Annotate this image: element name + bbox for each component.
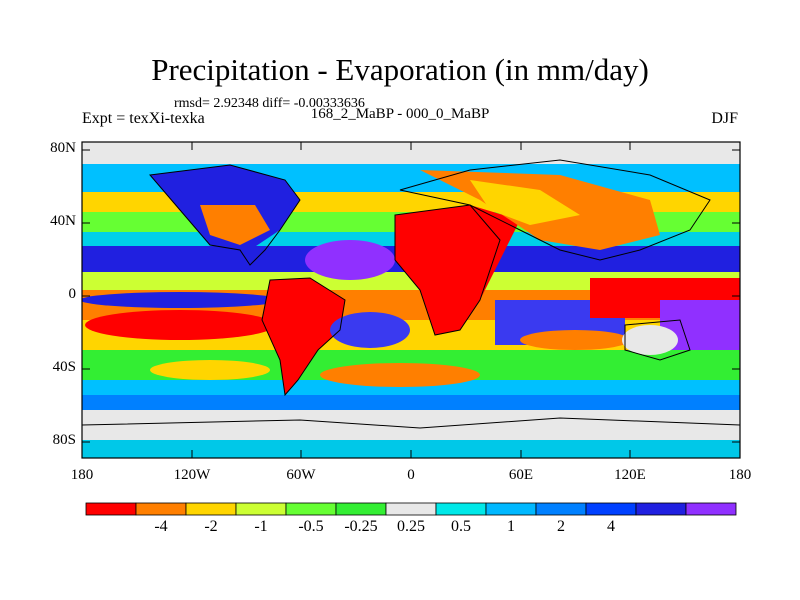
colorbar-swatch: [285, 502, 337, 516]
colorbar-label: -2: [204, 518, 218, 535]
itcz-band: [82, 272, 740, 290]
colorbar-swatch: [685, 502, 737, 516]
colorbar-swatch: [235, 502, 287, 516]
south-america-field: [262, 278, 345, 395]
period-label: 168_2_MaBP - 000_0_MaBP: [310, 106, 490, 122]
x-tick-label-180e: 180: [728, 467, 752, 483]
eurasia-mid: [470, 180, 580, 225]
colorbar-swatch: [635, 502, 687, 516]
colorbar-label: 0.5: [451, 518, 471, 535]
plot-title: Precipitation - Evaporation (in mm/day): [151, 52, 649, 87]
colorbar-swatch: [535, 502, 587, 516]
colorbar-swatch: [585, 502, 637, 516]
africa-field: [395, 205, 520, 335]
x-tick-label-180w: 180: [70, 467, 94, 483]
y-tick-label-80s: 80S: [52, 432, 76, 448]
atlantic-wet: [305, 240, 395, 280]
pacific-dry-belt: [85, 310, 275, 340]
arctic-region: [82, 142, 740, 164]
colorbar-swatch: [435, 502, 487, 516]
y-ticks: [82, 149, 740, 443]
y-tick-label-40s: 40S: [52, 359, 76, 375]
south-atlantic: [330, 312, 410, 348]
colorbar-label: -0.25: [344, 518, 378, 535]
season-label: DJF: [711, 110, 738, 127]
colorbar-label: -4: [154, 518, 168, 535]
south-pacific-mid: [150, 360, 270, 380]
colorbar-swatch: [85, 502, 137, 516]
x-tick-label-0: 0: [407, 467, 415, 483]
y-tick-label-0: 0: [68, 286, 77, 302]
coastlines: [82, 159, 740, 429]
colorbar-swatch: [335, 502, 387, 516]
colorbar-label: -1: [254, 518, 268, 535]
australia-field: [622, 325, 678, 355]
colorbar-swatch: [385, 502, 437, 516]
colorbar-label: 4: [607, 518, 615, 535]
colorbar: [85, 502, 737, 516]
colorbar-label: 1: [507, 518, 515, 535]
south-atlantic-dry: [320, 363, 480, 387]
x-tick-label-60w: 60W: [286, 467, 316, 483]
pacific-wet-belt: [82, 292, 280, 308]
x-ticks: [191, 142, 631, 458]
colorbar-swatch: [185, 502, 237, 516]
south-band-2: [82, 380, 740, 395]
colorbar-label: 2: [557, 518, 565, 535]
y-tick-label-80n: 80N: [50, 140, 76, 156]
colorbar-swatch: [135, 502, 187, 516]
colorbar-label: 0.25: [397, 518, 425, 535]
x-tick-label-120e: 120E: [614, 467, 646, 483]
indian-dry: [520, 330, 630, 350]
experiment-label: Expt = texXi-texka: [82, 110, 205, 127]
stats-label: rmsd= 2.92348 diff= -0.00333636: [174, 96, 365, 111]
colorbar-swatch: [485, 502, 537, 516]
antarctic-coast: [82, 440, 740, 458]
north-america-dry: [200, 205, 270, 245]
map-field: [82, 142, 740, 458]
x-tick-label-120w: 120W: [173, 467, 211, 483]
colorbar-label: -0.5: [298, 518, 324, 535]
south-band-3: [82, 395, 740, 410]
y-tick-label-40n: 40N: [50, 213, 76, 229]
x-tick-label-60e: 60E: [508, 467, 534, 483]
